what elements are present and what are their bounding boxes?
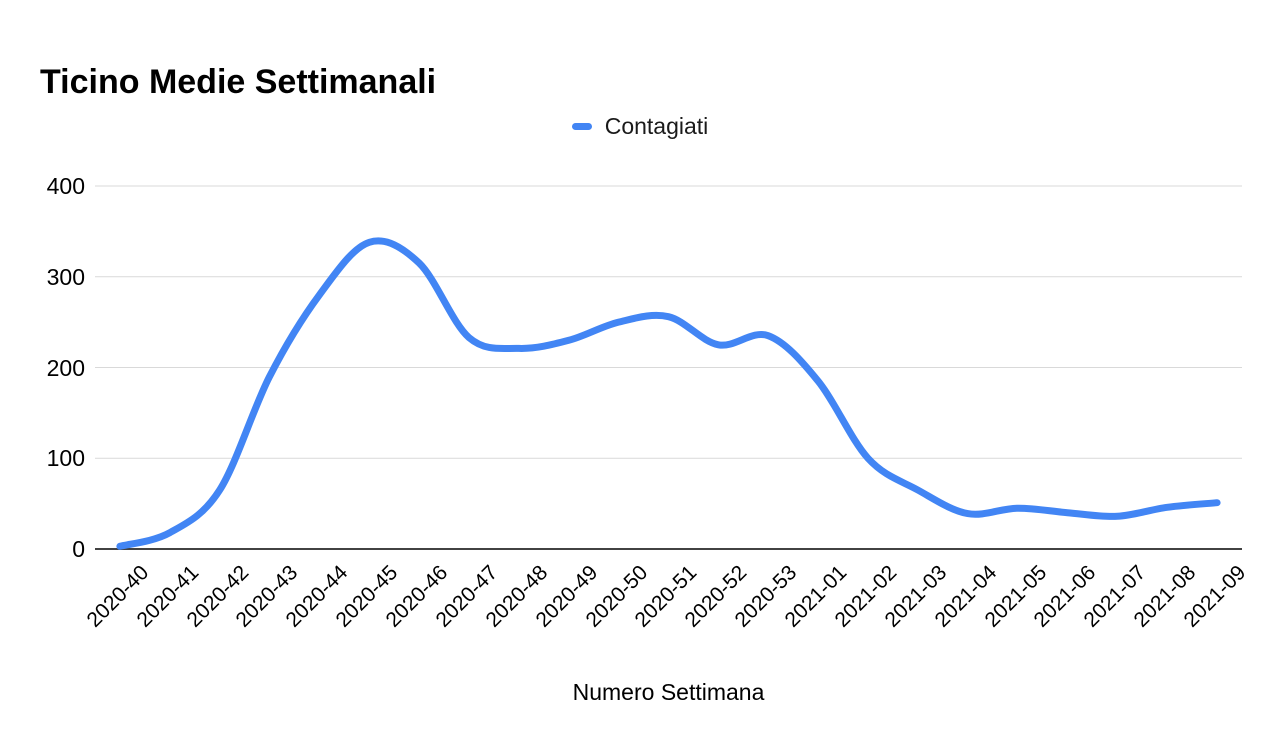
- chart-title: Ticino Medie Settimanali: [40, 62, 437, 101]
- y-tick-label: 0: [72, 536, 85, 562]
- legend: Contagiati: [0, 113, 1280, 140]
- series-line-contagiati: [116, 237, 1221, 550]
- y-tick-label: 400: [46, 173, 85, 199]
- y-tick-label: 200: [46, 354, 85, 381]
- legend-series-swatch-icon: [571, 123, 592, 130]
- legend-series-label: Contagiati: [604, 113, 709, 139]
- x-axis-title: Numero Settimana: [572, 679, 765, 705]
- y-tick-label: 100: [46, 445, 85, 472]
- y-tick-label: 300: [46, 263, 85, 290]
